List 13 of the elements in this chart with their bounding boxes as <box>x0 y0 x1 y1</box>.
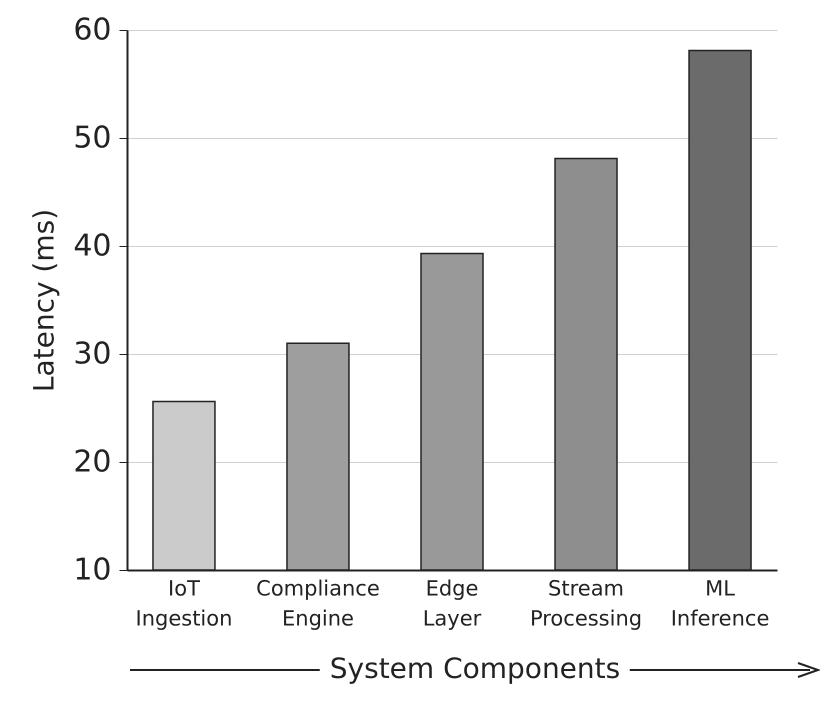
y-tick-label: 30 <box>73 336 112 372</box>
y-tick-label: 50 <box>73 120 112 156</box>
y-tick-label: 40 <box>73 228 112 264</box>
y-tick-label: 20 <box>73 444 112 480</box>
x-tick-label: ML Inference <box>670 576 770 630</box>
y-axis-title: Latency (ms) <box>27 208 60 392</box>
x-tick-label: Stream Processing <box>530 576 642 630</box>
x-axis-title: System Components <box>320 652 630 685</box>
y-tick-label: 60 <box>73 12 112 48</box>
x-tick-label: Compliance Engine <box>256 576 380 630</box>
y-tick-label: 10 <box>73 552 112 588</box>
x-tick-label: IoT Ingestion <box>136 576 232 630</box>
x-tick-label: Edge Layer <box>422 576 482 630</box>
